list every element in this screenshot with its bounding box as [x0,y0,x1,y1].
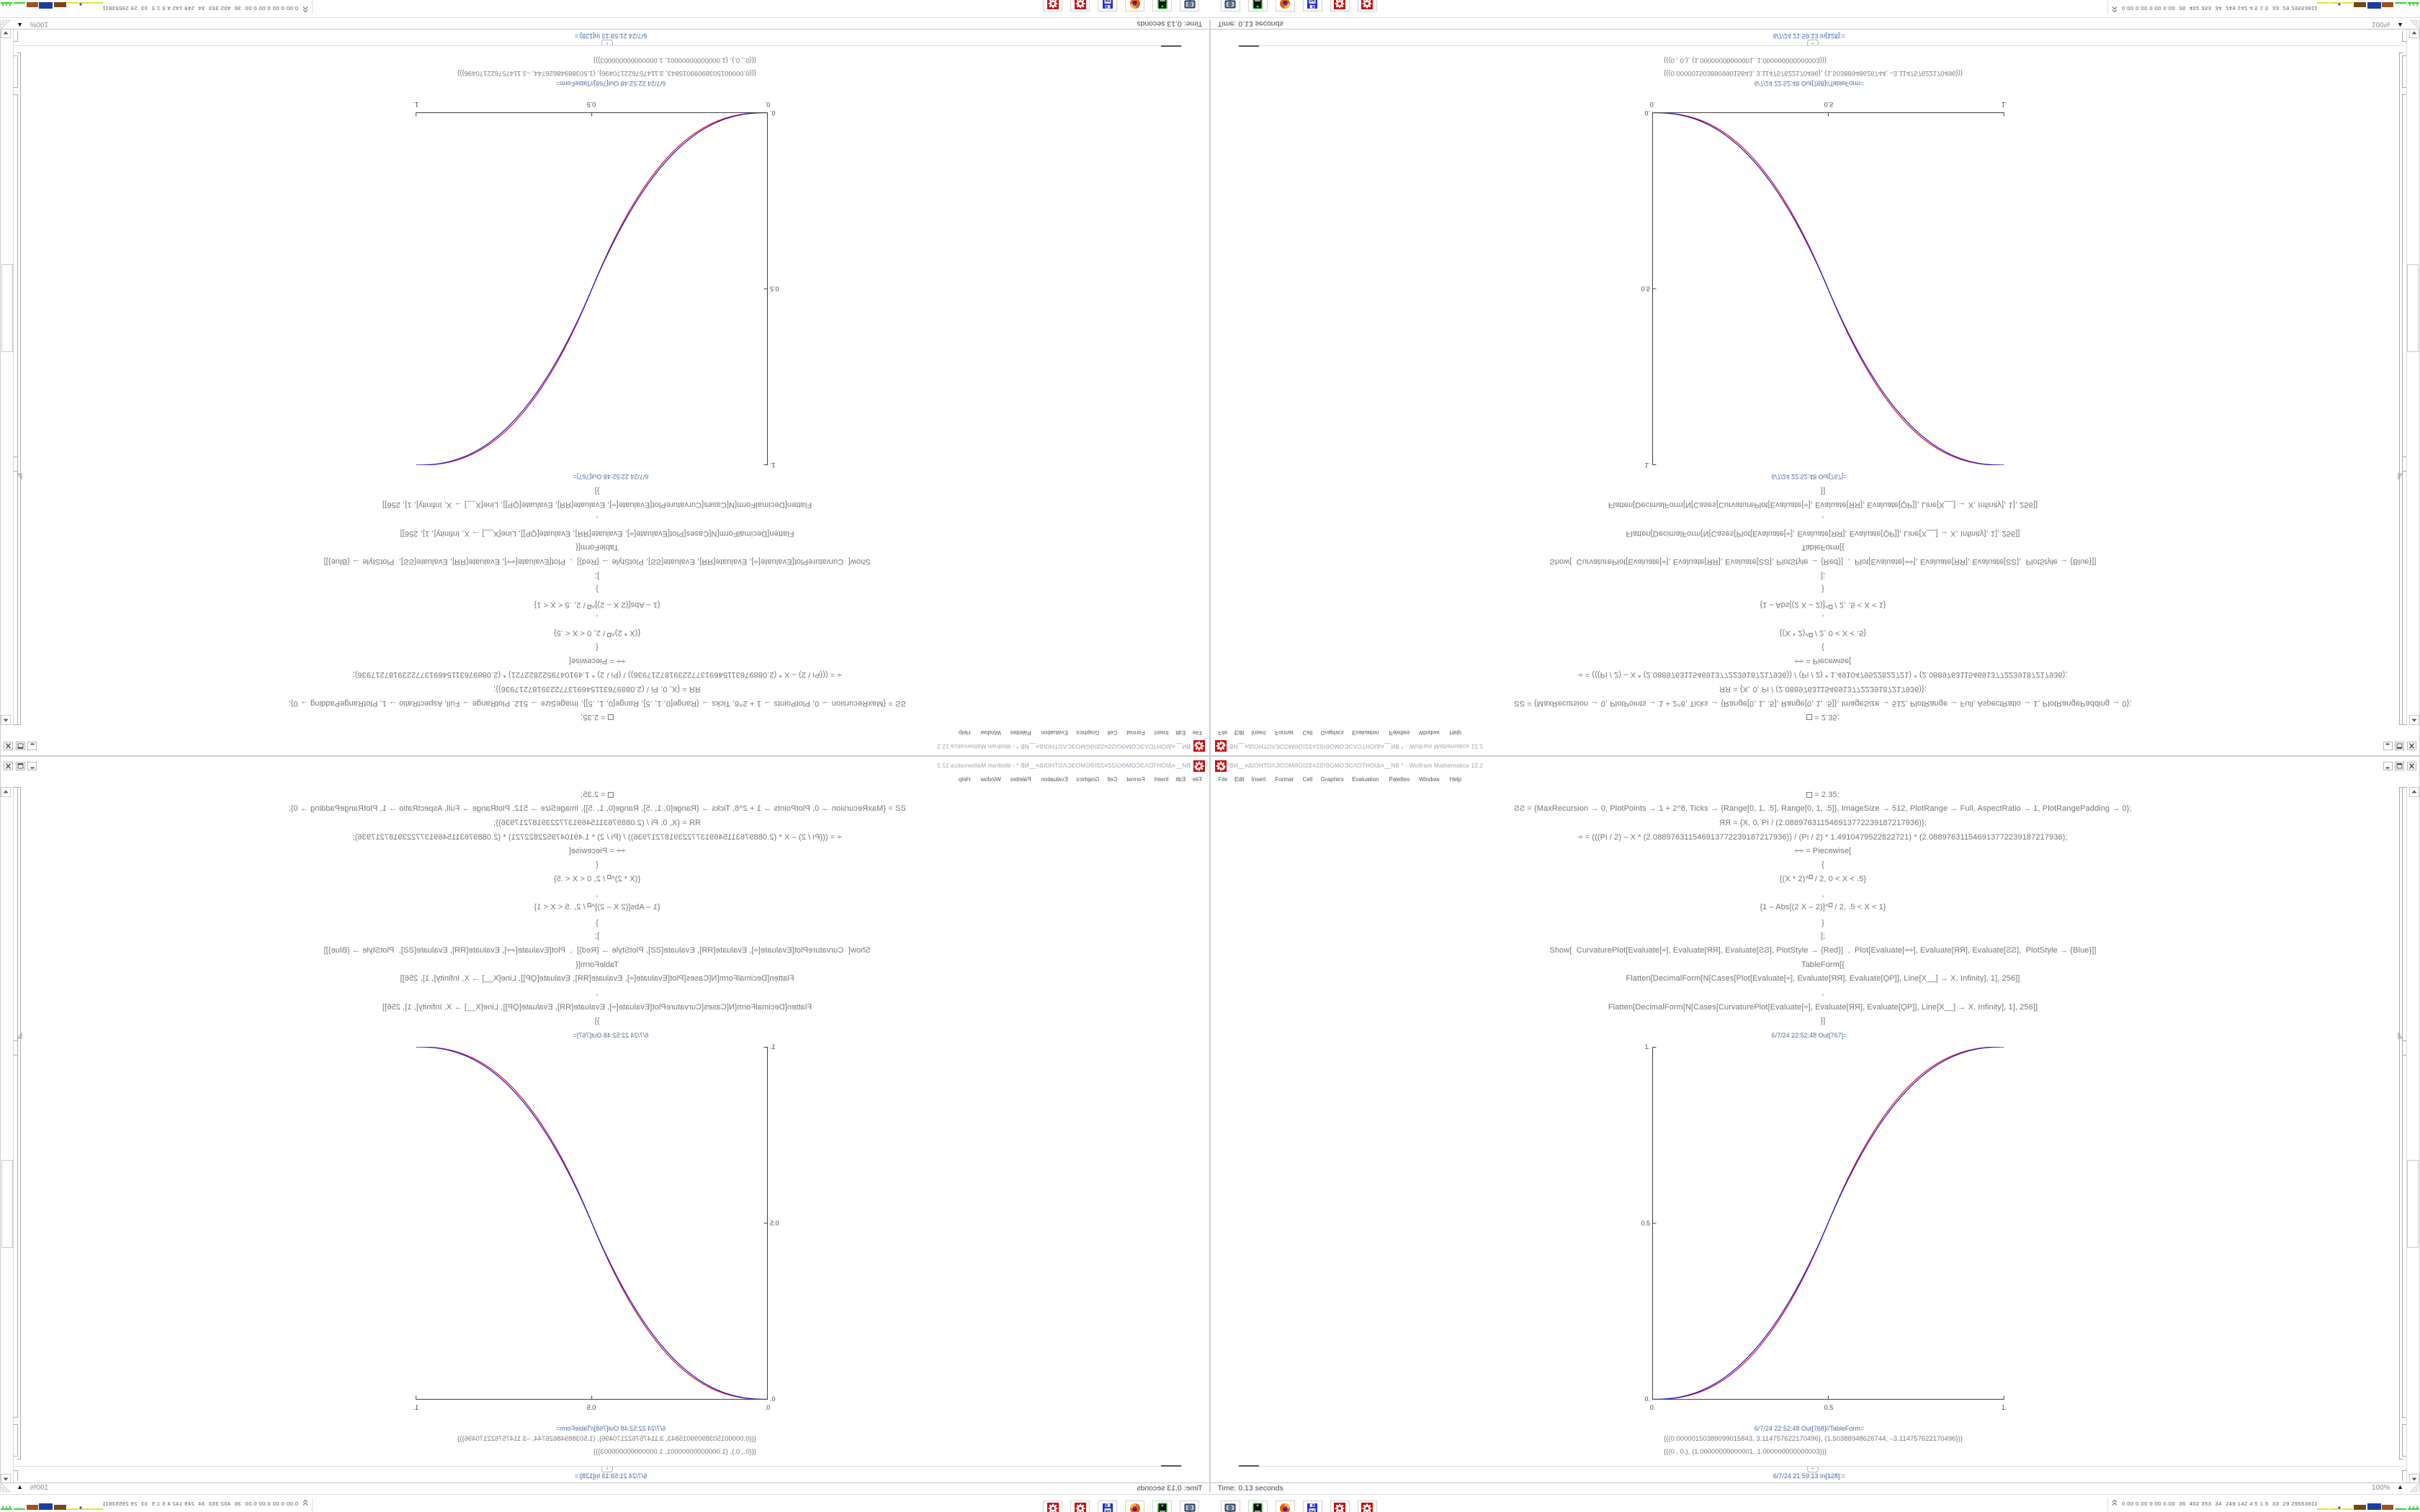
svg-text:64: 64 [1310,0,1315,3]
svg-text:64: 64 [1310,1510,1315,1512]
svg-text:64: 64 [1105,1510,1110,1512]
svg-text:64: 64 [1105,0,1110,3]
